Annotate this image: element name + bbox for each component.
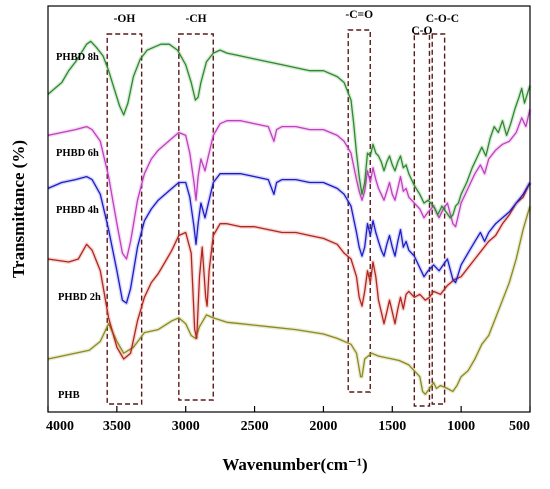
- series-label: PHBD 6h: [56, 148, 99, 159]
- plot-frame: [47, 5, 531, 413]
- annotation-box: [347, 29, 371, 393]
- annotation-label: C-O: [411, 25, 432, 37]
- series-line: [47, 182, 531, 360]
- annotation-regions: -OH -CH -C=O C-OC-O-C: [106, 9, 459, 407]
- annotation-box: [106, 33, 143, 405]
- annotation-label: -CH: [185, 13, 206, 25]
- annotation-label: C-O-C: [426, 13, 459, 25]
- series-line: [47, 108, 531, 260]
- annotation-box: [431, 33, 446, 405]
- x-tick-label: 4000: [46, 419, 74, 434]
- series-labels: PHBD 8h PHBD 6h PHBD 4h PHBD 2h PHB: [56, 52, 101, 401]
- series-halo: [47, 108, 532, 261]
- series-line: [47, 40, 531, 219]
- series-line: [47, 173, 531, 304]
- x-tick-label: 1500: [378, 419, 406, 434]
- annotation-box: [178, 33, 214, 401]
- x-tick-label: 500: [509, 419, 530, 434]
- x-tick-label: 2500: [241, 419, 269, 434]
- annotation-box: [413, 33, 431, 407]
- x-tick-label: 2000: [309, 419, 337, 434]
- y-axis-title: Transmittance (%): [9, 140, 28, 278]
- series-line: [47, 205, 531, 395]
- x-tick-label: 1000: [447, 419, 475, 434]
- annotation-label: -OH: [114, 13, 136, 25]
- x-axis-ticks: 4000 3500 3000 2500 2000 1500 1000 500: [46, 406, 531, 434]
- x-tick-label: 3500: [103, 419, 131, 434]
- series-label: PHBD 8h: [56, 52, 99, 63]
- x-tick-label: 3000: [172, 419, 200, 434]
- series-label: PHBD 2h: [58, 292, 101, 303]
- series-label: PHB: [58, 390, 80, 401]
- annotation-label: -C=O: [345, 9, 373, 21]
- x-axis-title: Wavenumber(cm⁻¹): [222, 455, 367, 474]
- series-halo: [46, 39, 532, 220]
- series-lines: [46, 39, 532, 397]
- series-label: PHBD 4h: [56, 205, 99, 216]
